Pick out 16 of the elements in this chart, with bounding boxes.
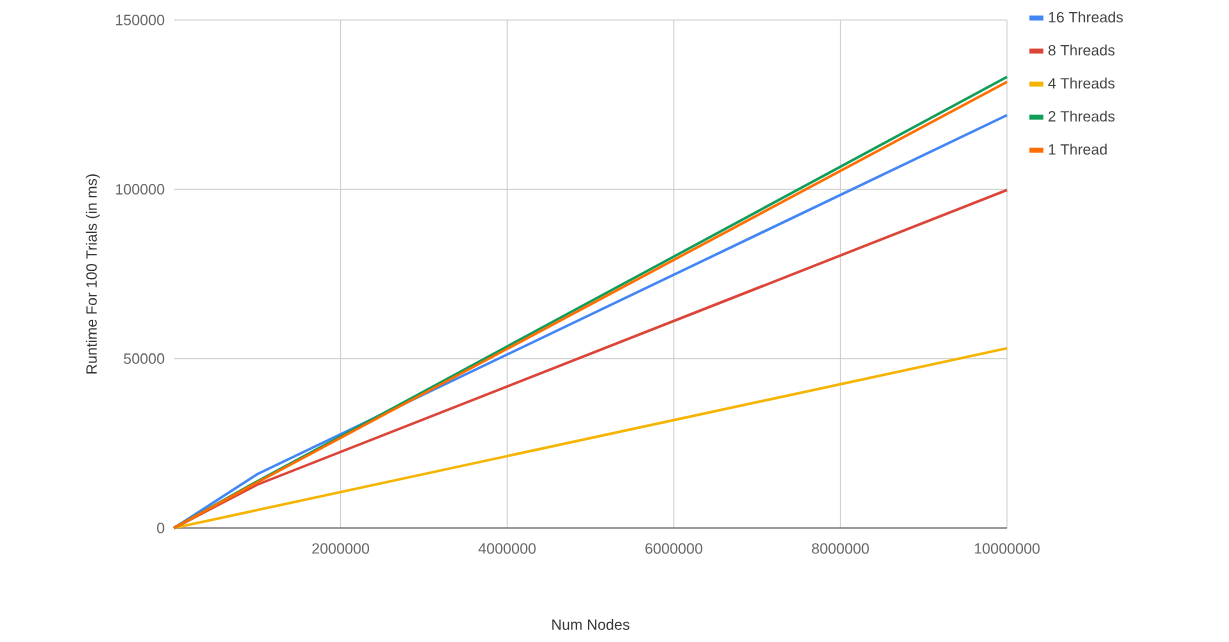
y-tick-label: 50000 [123, 353, 165, 364]
legend-label: 8 Threads [1048, 44, 1115, 56]
legend-label: 2 Threads [1048, 110, 1115, 122]
y-tick-label: 150000 [116, 14, 165, 26]
x-tick-label: 2000000 [312, 543, 370, 554]
x-tick-label: 10000000 [974, 543, 1040, 554]
x-tick-label: 4000000 [478, 543, 536, 554]
y-axis-title: Runtime For 100 Trials (in ms) [85, 174, 100, 374]
legend-label: 16 Threads [1048, 11, 1123, 23]
legend-label: 4 Threads [1048, 77, 1115, 89]
y-tick-label: 100000 [116, 184, 165, 195]
y-tick-label: 0 [157, 522, 165, 534]
legend-label: 1 Thread [1048, 143, 1107, 155]
x-tick-label: 6000000 [645, 543, 703, 554]
x-tick-label: 8000000 [811, 543, 869, 554]
x-axis-title: Num Nodes [552, 618, 630, 630]
